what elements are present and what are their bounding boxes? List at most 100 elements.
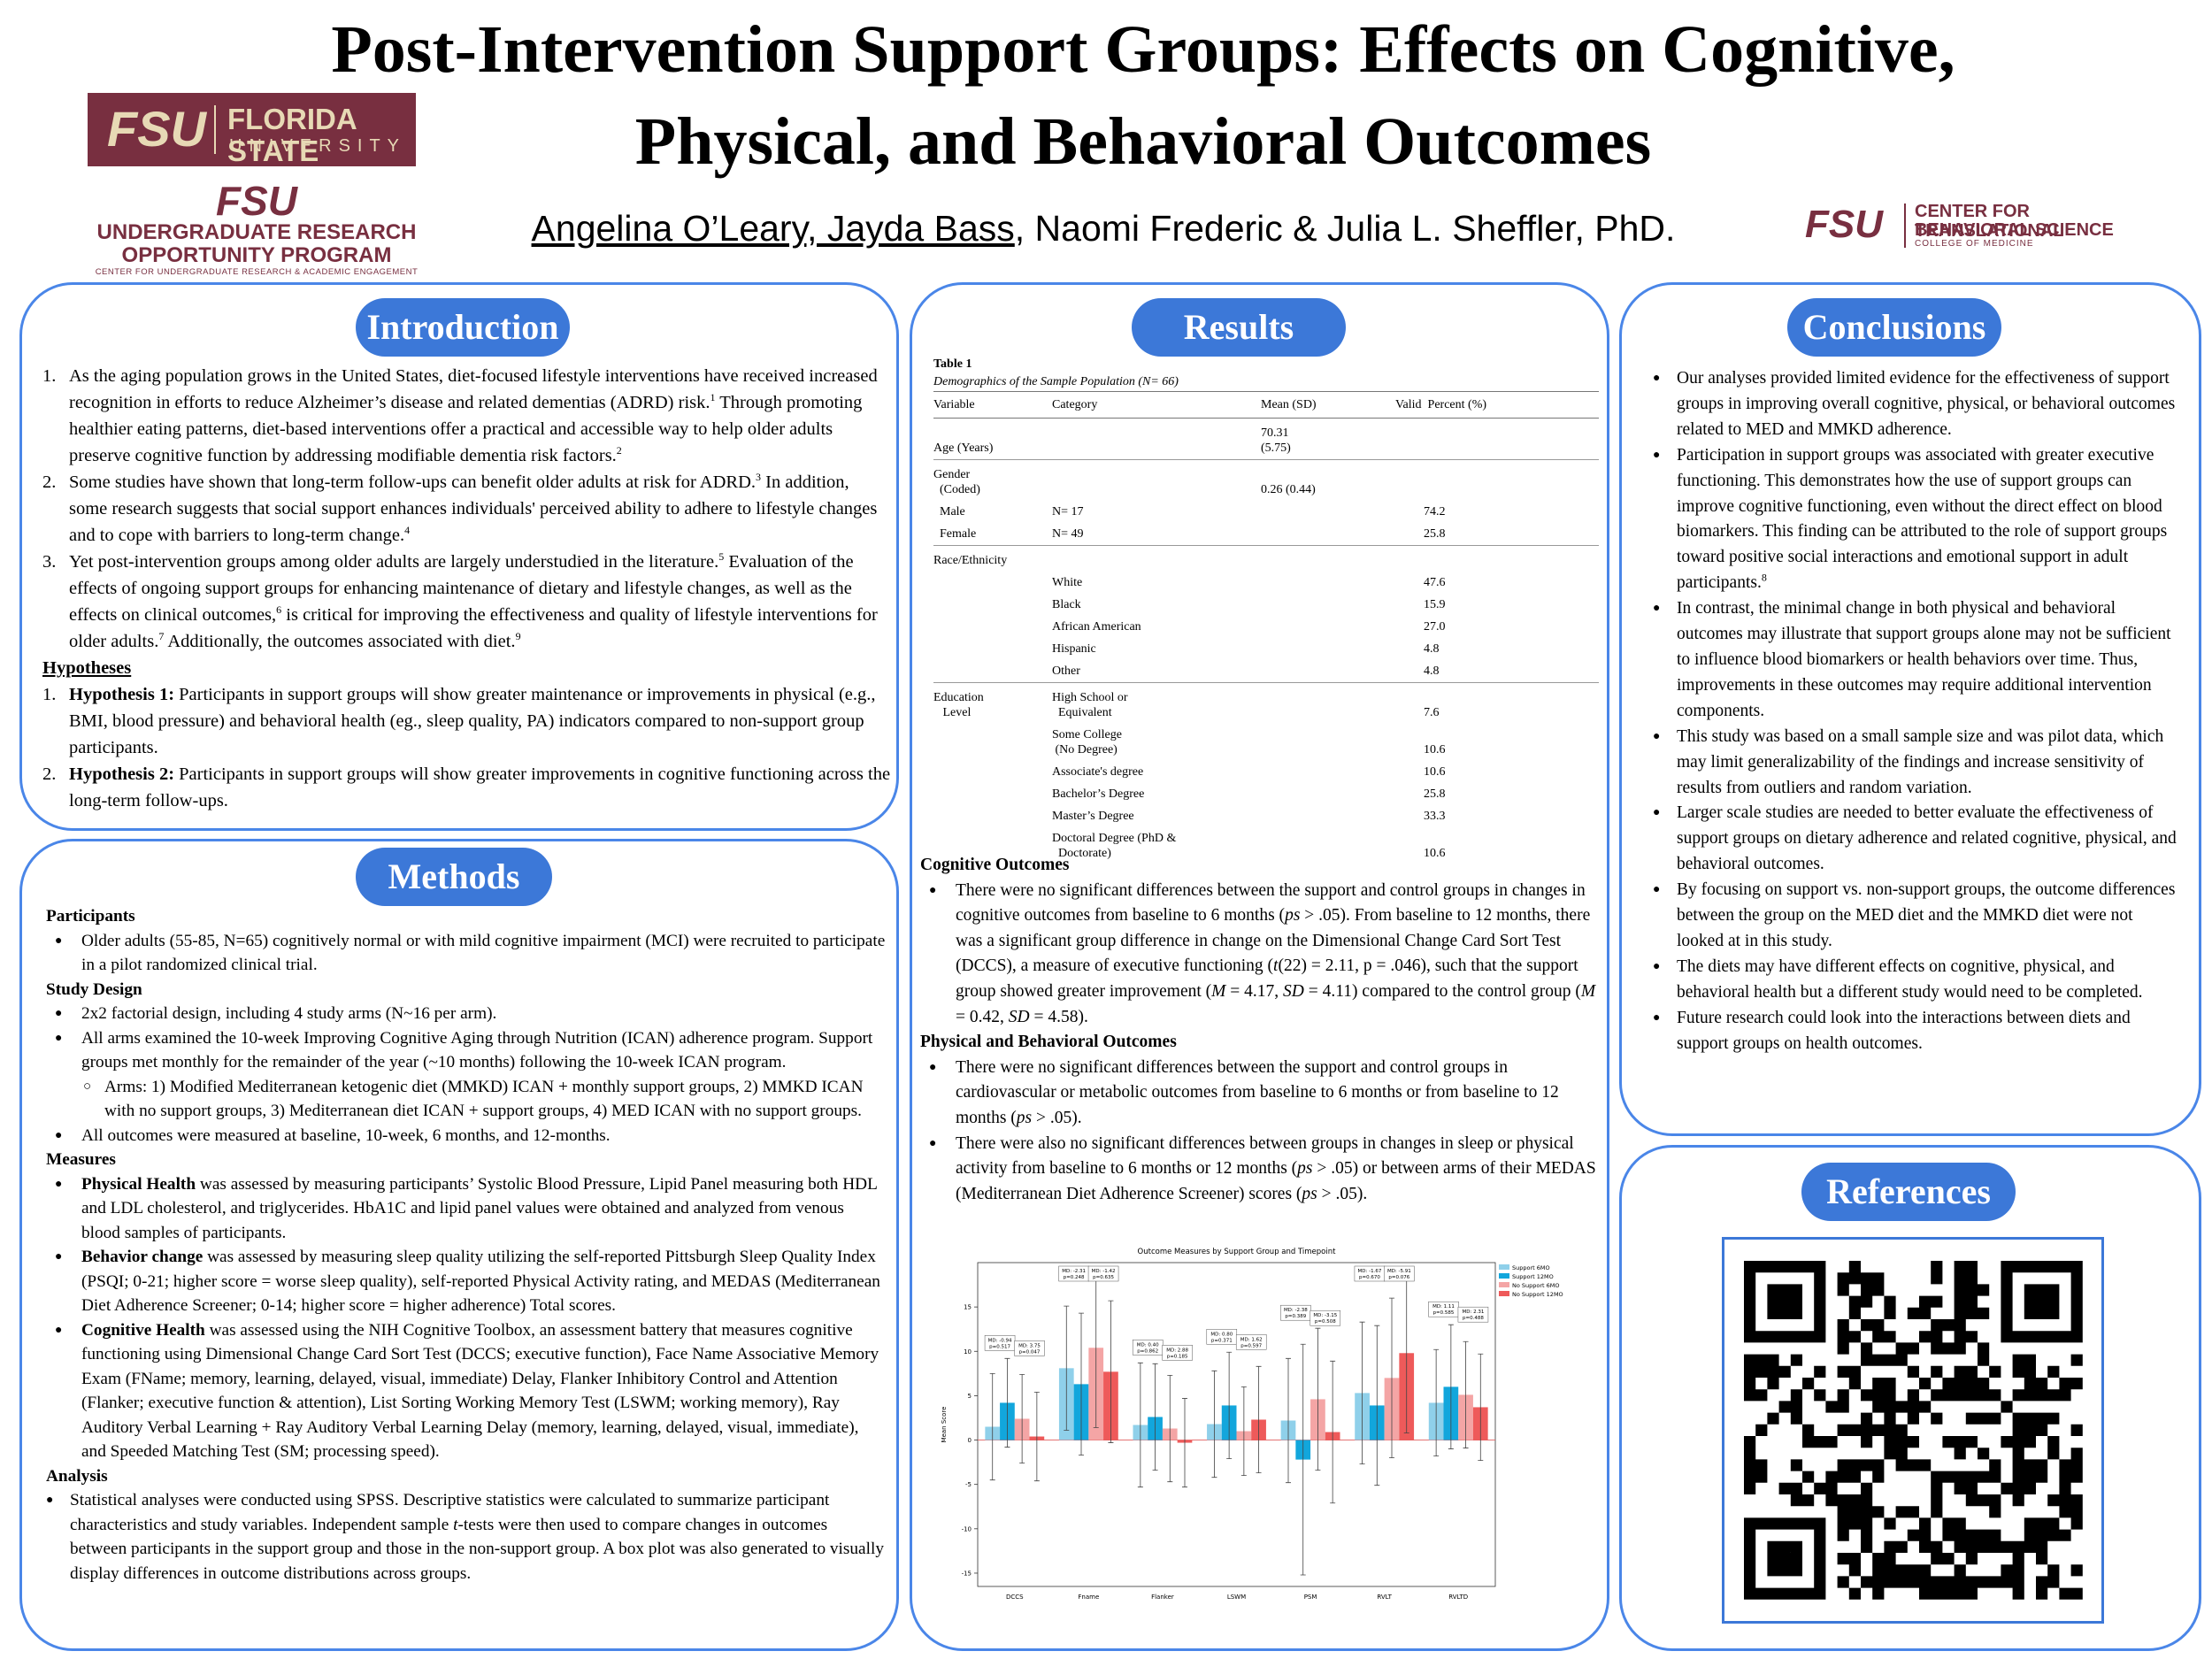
error-bar	[1448, 1324, 1454, 1449]
text-block: ● Statistical analyses were conducted usi…	[46, 1488, 887, 1586]
table-cell	[1261, 638, 1395, 660]
authors-rest: , Naomi Frederic & Julia L. Sheffler, Ph…	[1014, 208, 1676, 249]
annotation: MD: -0.94	[988, 1338, 1012, 1343]
text-run: 2	[616, 444, 622, 457]
y-tick-label: -10	[962, 1525, 972, 1532]
text-block: ● All arms examined the 10-week Improving…	[46, 1026, 887, 1075]
annotation-box	[1014, 1340, 1045, 1356]
text-block: ○ Arms: 1) Modified Mediterranean ketogen…	[46, 1075, 887, 1124]
text-block: ● Older adults (55-85, N=65) cognitively …	[46, 929, 887, 978]
list-marker: ●	[55, 1177, 63, 1191]
text-run: = 4.11) compared to the control group (	[1303, 981, 1581, 1001]
legend-label: Support 6MO	[1512, 1264, 1550, 1271]
text-block: 1. Hypothesis 1: Participants in support …	[42, 681, 892, 761]
table-cell: 25.8	[1424, 787, 1446, 801]
table-row: Doctoral Degree (PhD & Doctorate) 10.6	[933, 827, 1599, 864]
annotation: p=0.076	[1388, 1275, 1409, 1280]
error-bar	[1240, 1386, 1247, 1477]
table-cell	[1052, 460, 1261, 502]
table: Variable Category Mean (SD) Valid Percent (…	[933, 391, 1599, 864]
text-run: M	[1211, 981, 1226, 1001]
divider	[214, 105, 216, 154]
table-cell: Education Level	[933, 691, 984, 719]
logo-text: BEHAVIORAL SCIENCE	[1915, 220, 2114, 240]
y-tick-label: 0	[968, 1437, 972, 1444]
error-bar	[1389, 1297, 1394, 1459]
y-tick-label: -15	[962, 1570, 972, 1577]
table-cell	[1052, 419, 1261, 460]
annotation: p=0.670	[1359, 1275, 1380, 1280]
logo-text: OPPORTUNITY PROGRAM	[121, 243, 392, 267]
logo-text: CENTER FOR TRANSLATIONAL	[1915, 202, 2064, 241]
text-run: was assessed by measuring participants’ …	[81, 1174, 878, 1242]
text-run: ps	[1297, 1159, 1313, 1179]
error-bar	[1478, 1353, 1484, 1462]
error-bar	[1137, 1362, 1143, 1488]
table-cell	[1261, 594, 1395, 616]
y-tick-label: 10	[964, 1348, 972, 1356]
text-run: 9	[515, 630, 521, 643]
text-run: ps	[1302, 1184, 1317, 1203]
table-cell: Male	[933, 505, 965, 518]
table-row: Associate's degree 10.6	[933, 761, 1599, 783]
list-marker: ●	[1653, 448, 1661, 462]
table-cell: 70.31 (5.75)	[1261, 426, 1291, 455]
section-heading: References	[1801, 1163, 2016, 1221]
section-heading: Methods	[356, 848, 552, 906]
table-row: Hispanic 4.8	[933, 638, 1599, 660]
table-cell: 15.9	[1424, 598, 1446, 611]
text-run: Study Design	[46, 979, 142, 999]
table-cell	[933, 805, 1052, 827]
table-cell	[933, 724, 1052, 761]
text-block: ● Cognitive Health was assessed using the…	[46, 1318, 887, 1464]
list-marker: 2.	[42, 472, 57, 492]
table-cell	[933, 783, 1052, 805]
list-marker: ●	[55, 1031, 63, 1045]
table-cell: 10.6	[1424, 847, 1446, 860]
text-run: 2x2 factorial design, including 4 study …	[81, 1004, 497, 1023]
text-run: Hypothesis 1:	[69, 685, 175, 704]
methods-panel	[19, 839, 899, 1651]
text-run: The diets may have different effects on …	[1677, 956, 2143, 1002]
table-cell: Female	[933, 527, 977, 541]
error-bar	[1108, 1300, 1114, 1443]
authors: Angelina O’Leary, Jayda Bass, Naomi Fred…	[0, 204, 2207, 253]
plot-frame	[977, 1262, 1496, 1587]
annotation: MD: 3.75	[1018, 1343, 1041, 1348]
logo-mark: FSU	[107, 101, 206, 157]
text-block: ● 2x2 factorial design, including 4 stud…	[46, 1002, 887, 1026]
error-bar	[1019, 1373, 1025, 1464]
error-bar	[1286, 1357, 1291, 1484]
annotation-box	[1384, 1265, 1415, 1282]
text-run: (22) = 2.11, p = .046), such that the su…	[956, 956, 1578, 1001]
text-run: > .05) or between arms of their MEDAS (M…	[956, 1159, 1596, 1203]
error-bar	[1359, 1321, 1365, 1465]
text-run: Cognitive Health	[81, 1320, 205, 1340]
methods-text: Participants ● Older adults (55-85, N=65) …	[46, 904, 887, 1586]
section-heading: Introduction	[356, 298, 570, 357]
text-run: Measures	[46, 1150, 116, 1169]
x-tick-label: Flanker	[1151, 1594, 1174, 1601]
list-marker: 3.	[42, 552, 57, 572]
x-tick-label: Fname	[1078, 1594, 1099, 1601]
annotation-box	[1162, 1345, 1193, 1361]
section-heading: Conclusions	[1787, 298, 2001, 357]
text-run: 1	[710, 391, 716, 404]
table-cell: High School or Equivalent	[1052, 691, 1128, 719]
error-bar	[1226, 1351, 1233, 1460]
table-cell: 0.26 (0.44)	[1261, 483, 1316, 496]
text-run: SD	[1008, 1007, 1030, 1026]
text-run: Older adults (55-85, N=65) cognitively n…	[81, 931, 886, 975]
table-header-cell: Valid Percent (%)	[1395, 398, 1487, 411]
text-block: ● There were no significant differences b…	[920, 1056, 1606, 1132]
table-cell: Bachelor’s Degree	[1052, 787, 1145, 801]
chart-title: Outcome Measures by Support Group and Ti…	[1138, 1248, 1337, 1256]
text-run: As the aging population grows in the Uni…	[69, 366, 878, 412]
text-block: 1. As the aging population grows in the U…	[42, 363, 892, 469]
table-cell: 27.0	[1424, 620, 1446, 634]
x-tick-label: LSWM	[1227, 1594, 1246, 1601]
text-run: This study was based on a small sample s…	[1677, 726, 2164, 797]
list-marker: 2.	[42, 764, 57, 784]
table-row: White 47.6	[933, 572, 1599, 594]
